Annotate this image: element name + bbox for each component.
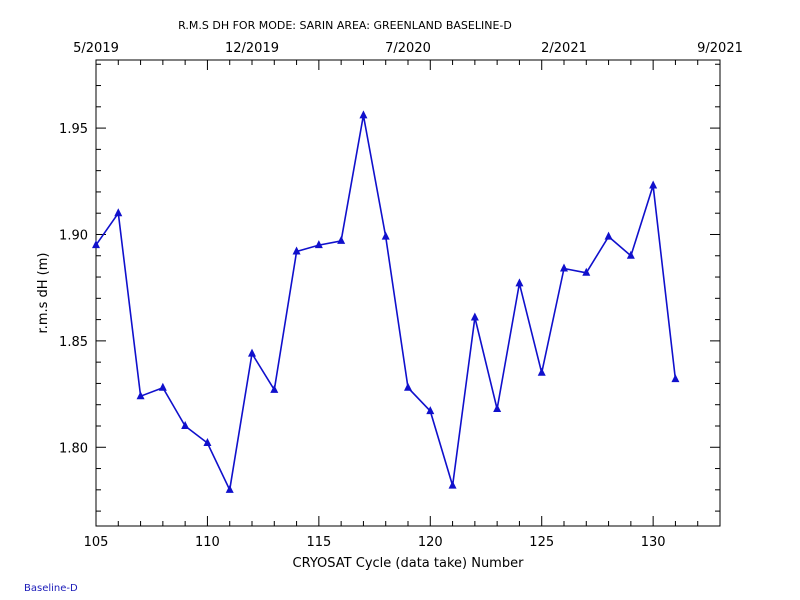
axis-tick-labels: 105 110 115 120 125 130 1.80 1.85 1.90 1.95 5/2019… xyxy=(59,41,743,550)
series-0 xyxy=(92,110,680,493)
x-tick-label: 105 xyxy=(84,535,109,550)
y-tick-label: 1.95 xyxy=(59,122,88,137)
top-date-tick-label: 7/2020 xyxy=(385,41,431,56)
data-point-marker xyxy=(515,278,524,287)
data-point-marker xyxy=(671,374,680,383)
data-point-marker xyxy=(448,480,457,489)
top-date-tick-label: 2/2021 xyxy=(541,41,587,56)
data-point-marker xyxy=(426,406,435,415)
data-point-marker xyxy=(560,263,568,272)
data-point-marker xyxy=(92,240,100,249)
x-tick-label: 125 xyxy=(529,535,554,550)
data-point-marker xyxy=(537,367,546,376)
data-point-marker xyxy=(136,391,145,400)
chart-title: R.M.S DH FOR MODE: SARIN AREA: GREENLAND… xyxy=(178,19,512,32)
x-tick-label: 110 xyxy=(195,535,220,550)
x-tick-label: 120 xyxy=(418,535,443,550)
data-point-marker xyxy=(649,180,658,189)
data-point-marker xyxy=(203,438,212,447)
data-point-marker xyxy=(404,382,412,391)
data-point-marker xyxy=(114,208,123,217)
data-point-marker xyxy=(381,231,390,240)
y-tick-label: 1.85 xyxy=(59,335,88,350)
axis-ticks xyxy=(95,60,721,526)
top-date-tick-label: 12/2019 xyxy=(225,41,279,56)
data-point-marker xyxy=(604,231,613,240)
data-point-marker xyxy=(292,246,301,255)
data-point-marker xyxy=(181,420,190,429)
y-tick-label: 1.90 xyxy=(59,228,88,243)
data-point-marker xyxy=(270,384,279,393)
data-point-marker xyxy=(158,382,167,391)
data-point-marker xyxy=(626,250,635,259)
data-point-marker xyxy=(470,312,479,321)
top-date-tick-label: 5/2019 xyxy=(73,41,119,56)
plot-frame xyxy=(95,59,721,527)
x-axis-label: CRYOSAT Cycle (data take) Number xyxy=(293,556,525,571)
data-point-marker xyxy=(359,110,368,119)
data-point-marker xyxy=(225,484,234,493)
data-point-marker xyxy=(493,403,502,412)
y-axis-label: r.m.s dH (m) xyxy=(36,253,51,334)
series-line xyxy=(95,115,677,493)
x-tick-label: 130 xyxy=(641,535,666,550)
baseline-footer-label: Baseline-D xyxy=(24,583,78,594)
data-point-marker xyxy=(582,267,591,276)
top-date-tick-label: 9/2021 xyxy=(697,41,743,56)
data-point-marker xyxy=(314,240,323,249)
x-tick-label: 115 xyxy=(306,535,331,550)
y-tick-label: 1.80 xyxy=(59,441,88,456)
data-point-marker xyxy=(337,235,346,244)
data-point-marker xyxy=(248,348,256,357)
